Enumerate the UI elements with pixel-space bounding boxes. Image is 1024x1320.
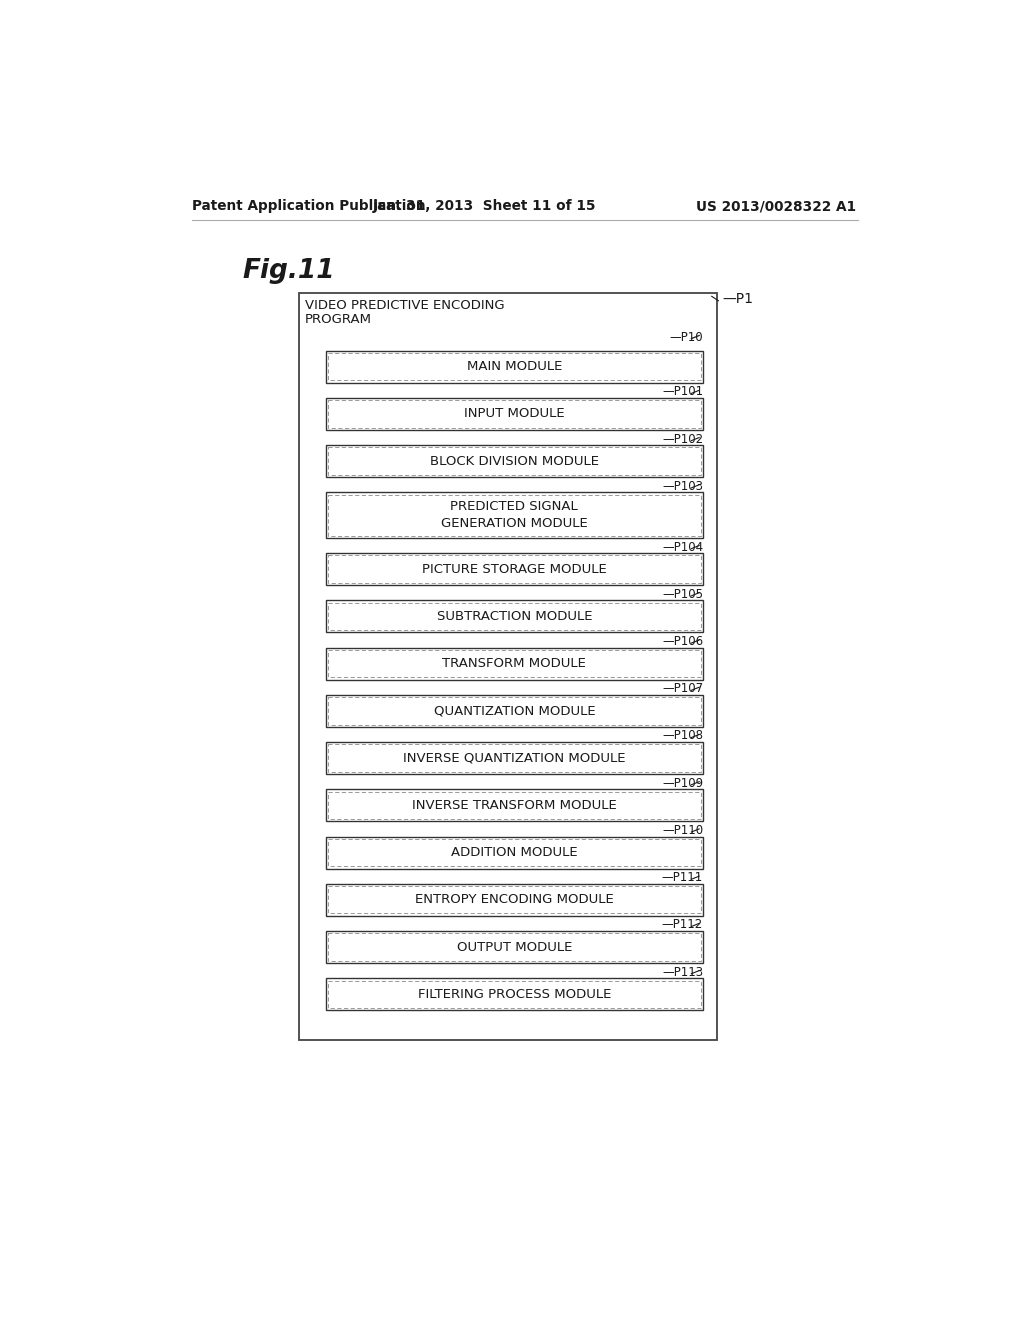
Bar [326,445,703,478]
Bar [326,351,703,383]
Text: OUTPUT MODULE: OUTPUT MODULE [457,941,572,953]
Bar [328,838,700,866]
Text: INVERSE QUANTIZATION MODULE: INVERSE QUANTIZATION MODULE [403,751,626,764]
Text: —P103: —P103 [663,480,703,492]
Text: —P112: —P112 [662,919,703,932]
Text: US 2013/0028322 A1: US 2013/0028322 A1 [696,199,856,213]
Text: Jan. 31, 2013  Sheet 11 of 15: Jan. 31, 2013 Sheet 11 of 15 [373,199,596,213]
Text: FILTERING PROCESS MODULE: FILTERING PROCESS MODULE [418,987,611,1001]
Bar [328,697,700,725]
Bar [328,792,700,818]
Bar [328,352,700,380]
Text: Fig.11: Fig.11 [243,259,335,285]
Bar [326,789,703,821]
Text: QUANTIZATION MODULE: QUANTIZATION MODULE [433,705,595,717]
Text: —P107: —P107 [662,682,703,696]
Bar [326,884,703,916]
Bar [326,742,703,774]
Bar [326,978,703,1010]
Bar [328,933,700,961]
Text: VIDEO PREDICTIVE ENCODING: VIDEO PREDICTIVE ENCODING [305,300,505,313]
Text: —P105: —P105 [663,587,703,601]
Text: —P110: —P110 [662,824,703,837]
Bar [328,886,700,913]
Bar [299,293,717,1040]
Bar [328,447,700,475]
Bar [328,744,700,772]
Text: PREDICTED SIGNAL
GENERATION MODULE: PREDICTED SIGNAL GENERATION MODULE [441,500,588,529]
Bar [328,649,700,677]
Text: BLOCK DIVISION MODULE: BLOCK DIVISION MODULE [430,454,599,467]
Bar [328,495,700,536]
Bar [328,400,700,428]
Text: TRANSFORM MODULE: TRANSFORM MODULE [442,657,587,671]
Bar [326,648,703,680]
Text: MAIN MODULE: MAIN MODULE [467,360,562,374]
Text: —P1: —P1 [722,292,754,306]
Text: —P101: —P101 [662,385,703,399]
Bar [326,553,703,585]
Text: PROGRAM: PROGRAM [305,313,372,326]
Bar [326,837,703,869]
Text: ADDITION MODULE: ADDITION MODULE [451,846,578,859]
Bar [328,981,700,1008]
Bar [326,931,703,964]
Text: INPUT MODULE: INPUT MODULE [464,408,564,421]
Text: —P104: —P104 [662,541,703,553]
Text: —P102: —P102 [662,433,703,446]
Bar [326,397,703,430]
Text: PICTURE STORAGE MODULE: PICTURE STORAGE MODULE [422,562,606,576]
Text: —P108: —P108 [663,730,703,742]
Text: —P109: —P109 [662,776,703,789]
Text: —P111: —P111 [662,871,703,884]
Text: SUBTRACTION MODULE: SUBTRACTION MODULE [436,610,592,623]
Text: Patent Application Publication: Patent Application Publication [191,199,425,213]
Text: —P106: —P106 [662,635,703,648]
Bar [326,492,703,539]
Bar [326,601,703,632]
Text: ENTROPY ENCODING MODULE: ENTROPY ENCODING MODULE [415,894,613,907]
Text: —P113: —P113 [662,966,703,978]
Text: INVERSE TRANSFORM MODULE: INVERSE TRANSFORM MODULE [412,799,616,812]
Bar [328,603,700,630]
Bar [328,556,700,583]
Bar [326,694,703,727]
Text: —P10: —P10 [670,330,703,343]
